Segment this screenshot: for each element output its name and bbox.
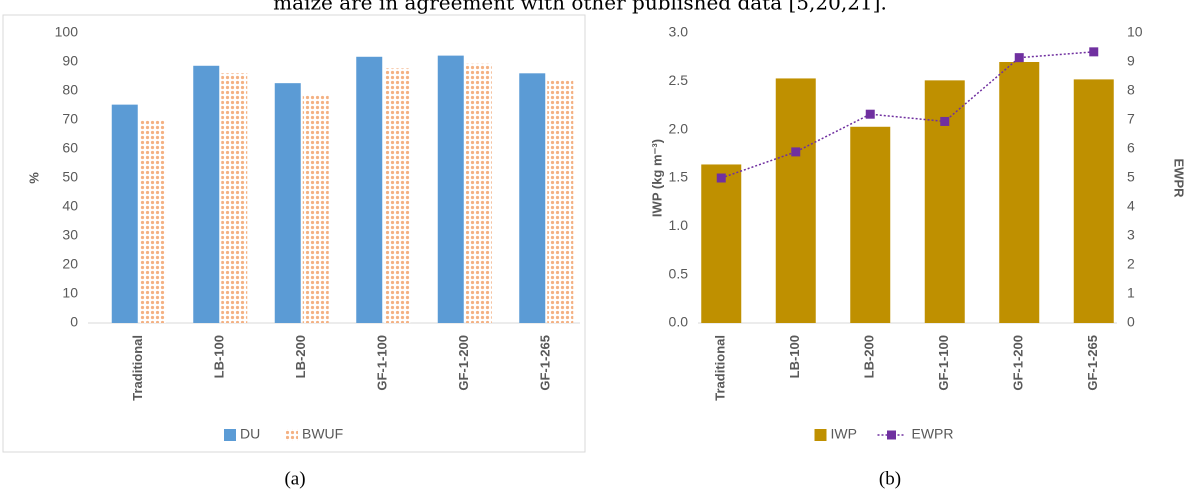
legend-swatch: [224, 429, 236, 441]
line: [721, 51, 1094, 179]
y-tick-label: 2.5: [669, 72, 689, 88]
y-axis-title: %: [26, 172, 41, 184]
y-tick-label: 2.0: [669, 120, 689, 136]
x-tick-label: GF-1-200: [456, 335, 471, 391]
x-tick-label: LB-100: [787, 335, 802, 378]
bar: [547, 79, 574, 323]
bar: [111, 104, 138, 323]
y-tick-label: 70: [62, 111, 78, 127]
y-tick-label: 60: [62, 140, 78, 156]
marker: [1014, 53, 1024, 63]
x-tick-label: GF-1-265: [1085, 335, 1100, 391]
bar: [139, 119, 166, 324]
marker: [791, 147, 801, 157]
y2-tick-label: 0: [1127, 314, 1135, 330]
x-tick-label: LB-200: [862, 335, 877, 378]
y-axis-title: IWP (kg m⁻³): [649, 139, 664, 217]
y-tick-label: 40: [62, 198, 78, 214]
x-tick-label: Traditional: [130, 335, 145, 401]
marker: [716, 173, 726, 183]
x-tick-label: LB-100: [212, 335, 227, 378]
bar: [356, 56, 383, 323]
bar: [701, 164, 742, 323]
y-tick-label: 30: [62, 227, 78, 243]
bar: [193, 65, 220, 324]
y-tick-label: 0.5: [669, 265, 689, 281]
legend-swatch: [286, 429, 298, 441]
y2-tick-label: 10: [1127, 24, 1143, 40]
bar: [302, 94, 329, 323]
y-tick-label: 0: [70, 314, 78, 330]
chart-frame: [2, 14, 586, 453]
legend-swatch: [814, 429, 827, 441]
bar: [775, 78, 816, 323]
bar: [437, 55, 464, 324]
y-tick-label: 0.0: [669, 314, 689, 330]
x-tick-label: GF-1-100: [375, 335, 390, 391]
page-text: maize are in agreement with other publis…: [273, 0, 887, 15]
x-tick-label: Traditional: [713, 335, 728, 401]
marker: [940, 116, 950, 126]
bar: [1073, 79, 1114, 324]
marker: [1089, 47, 1099, 57]
caption: (a): [284, 468, 305, 489]
caption: (b): [879, 468, 901, 489]
y-tick-label: 1.0: [669, 217, 689, 233]
bar: [924, 80, 965, 323]
legend-label: EWPR: [912, 426, 954, 442]
legend-label: BWUF: [302, 426, 343, 442]
y2-tick-label: 6: [1127, 140, 1135, 156]
y2-tick-label: 1: [1127, 285, 1135, 301]
y-tick-label: 50: [62, 169, 78, 185]
bar: [465, 63, 492, 324]
marker: [865, 109, 875, 119]
y2-tick-label: 9: [1127, 53, 1135, 69]
x-tick-label: GF-1-100: [936, 335, 951, 391]
y2-tick-label: 8: [1127, 82, 1135, 98]
y-tick-label: 100: [55, 24, 79, 40]
bar: [519, 73, 546, 323]
y-tick-label: 3.0: [669, 24, 689, 40]
legend-marker: [887, 430, 896, 440]
bar: [221, 73, 248, 323]
legend-label: DU: [240, 426, 260, 442]
y2-tick-label: 4: [1127, 198, 1135, 214]
y2-tick-label: 2: [1127, 256, 1135, 272]
y2-axis-title: EWPR: [1172, 159, 1187, 199]
y-tick-label: 10: [62, 285, 78, 301]
bar: [274, 83, 301, 323]
x-tick-label: GF-1-200: [1011, 335, 1026, 391]
y-tick-label: 80: [62, 82, 78, 98]
y-tick-label: 1.5: [669, 169, 689, 185]
x-tick-label: GF-1-265: [538, 335, 553, 391]
y-tick-label: 90: [62, 53, 78, 69]
bar: [850, 126, 891, 324]
x-tick-label: LB-200: [293, 335, 308, 378]
y2-tick-label: 7: [1127, 111, 1135, 127]
bar: [384, 68, 411, 323]
y-tick-label: 20: [62, 256, 78, 272]
y2-tick-label: 5: [1127, 169, 1135, 185]
bar: [999, 62, 1040, 323]
legend-label: IWP: [831, 426, 857, 442]
y2-tick-label: 3: [1127, 227, 1135, 243]
